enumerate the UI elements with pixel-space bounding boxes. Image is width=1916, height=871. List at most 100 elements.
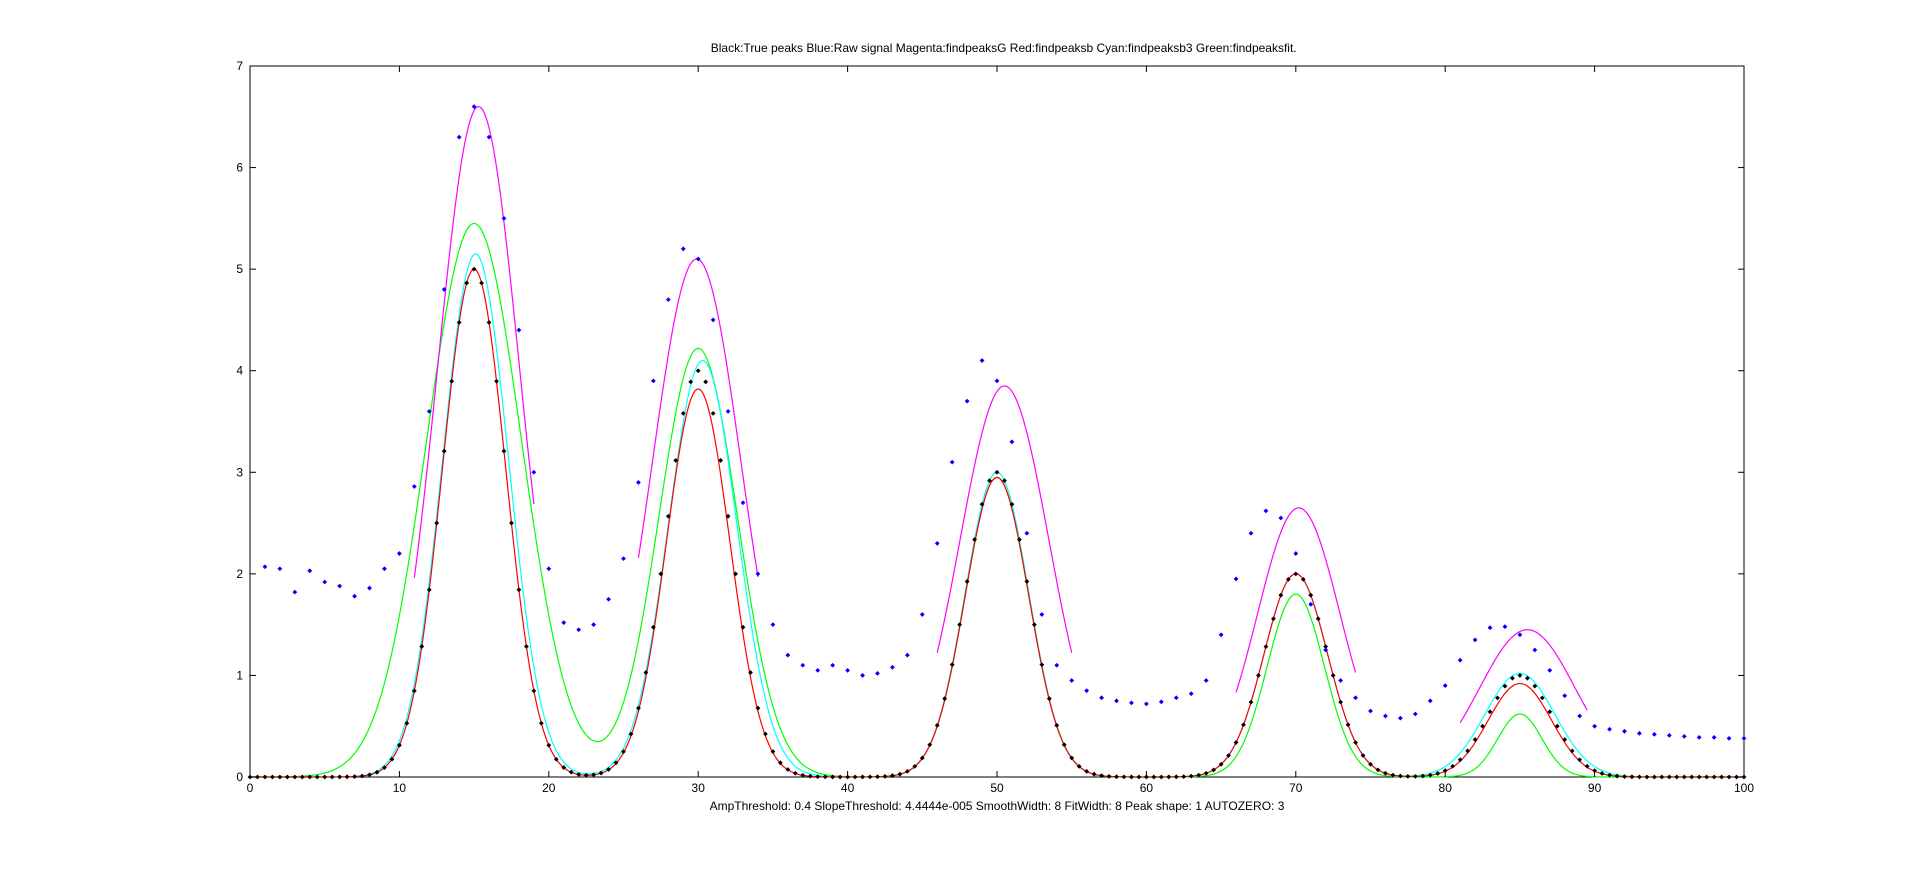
true-peak-point [441, 448, 447, 454]
x-tick-label: 30 [692, 781, 706, 795]
y-tick-label: 1 [236, 668, 243, 682]
raw-signal-point [650, 378, 656, 384]
true-peak-point [561, 765, 567, 770]
raw-signal-point [1039, 612, 1045, 617]
true-peak-point [1390, 772, 1396, 778]
x-tick-label: 100 [1734, 781, 1754, 795]
true-peak-point [576, 772, 582, 777]
true-peak-point [919, 755, 925, 761]
true-peak-point [897, 771, 903, 777]
true-peak-point [1734, 774, 1739, 780]
true-peak-point [1465, 748, 1471, 754]
raw-signal-point [1741, 736, 1747, 741]
true-peak-point [1256, 673, 1261, 678]
true-peak-point [1472, 737, 1478, 742]
true-peak-point [1017, 537, 1022, 542]
true-peak-point [979, 501, 985, 507]
true-peak-point [1069, 755, 1075, 761]
x-tick-label: 40 [841, 781, 855, 795]
true-peak-point [703, 379, 709, 385]
raw-signal-point [546, 566, 552, 572]
true-peak-point [374, 769, 380, 775]
raw-signal-point [994, 378, 1000, 384]
true-peak-point [1487, 709, 1493, 715]
findpeaksG-curve-1 [413, 106, 535, 578]
raw-signal-point [725, 408, 731, 414]
true-peak-point [1622, 774, 1627, 779]
y-tick-label: 4 [236, 364, 243, 378]
true-peak-point [1106, 774, 1112, 779]
true-peak-point [1637, 774, 1642, 780]
raw-signal-point [531, 469, 537, 475]
raw-signal-point [1726, 736, 1732, 741]
raw-signal-point [1024, 530, 1030, 536]
raw-signal-point [815, 667, 821, 673]
raw-signal-point [1233, 576, 1239, 582]
true-peak-point [1674, 774, 1680, 780]
true-peak-point [1397, 773, 1403, 779]
true-peak-point [1435, 771, 1441, 776]
x-tick-label: 90 [1588, 781, 1602, 795]
raw-signal-point [875, 670, 880, 676]
true-peak-point [957, 622, 963, 628]
true-peak-point [1689, 774, 1695, 780]
true-peak-point [1353, 740, 1358, 745]
true-peak-point [725, 513, 731, 519]
true-peak-point [837, 774, 843, 780]
true-peak-point [792, 770, 798, 776]
true-peak-point [1592, 768, 1597, 774]
raw-signal-point [1532, 647, 1538, 653]
true-peak-point [1173, 774, 1179, 780]
y-tick-label: 5 [236, 262, 243, 276]
x-tick-label: 10 [393, 781, 407, 795]
true-peak-point [1233, 740, 1239, 745]
y-tick-label: 6 [236, 161, 243, 175]
raw-signal-point [1607, 726, 1612, 732]
raw-signal-point [1293, 551, 1299, 556]
true-peak-point [695, 368, 701, 374]
raw-signal-point [561, 620, 567, 626]
true-peak-point [665, 513, 671, 519]
true-peak-point [1524, 675, 1530, 681]
raw-signal-point [964, 398, 970, 404]
true-peak-point [1659, 774, 1665, 780]
true-peak-point [1203, 770, 1209, 776]
true-peak-point [1009, 501, 1015, 507]
raw-signal-point [1383, 713, 1388, 719]
true-peak-point [337, 774, 343, 780]
true-peak-point [1031, 622, 1037, 628]
x-tick-label: 80 [1439, 781, 1453, 795]
raw-signal-point [1353, 695, 1358, 701]
true-peak-point [927, 742, 933, 748]
true-peak-point [299, 774, 305, 780]
true-peak-point [367, 772, 372, 778]
true-peak-point [882, 774, 888, 779]
true-peak-point [1046, 696, 1052, 702]
true-peak-point [1368, 761, 1373, 767]
raw-signal-point [680, 246, 686, 252]
true-peak-point [673, 458, 679, 463]
true-peak-point [1084, 768, 1090, 774]
raw-signal-point [949, 459, 955, 465]
raw-signal-point [606, 596, 611, 602]
true-peak-point [1532, 683, 1538, 689]
true-peak-point [389, 756, 395, 762]
true-peak-point [314, 774, 320, 780]
raw-signal-point [1681, 733, 1687, 739]
true-peak-point [1300, 577, 1306, 582]
true-peak-point [1211, 767, 1217, 773]
true-peak-point [1263, 644, 1269, 650]
true-peak-point [890, 773, 895, 779]
true-peak-point [1696, 774, 1702, 780]
true-peak-point [494, 378, 499, 384]
raw-signal-point [471, 104, 477, 110]
true-peak-point [1614, 773, 1620, 779]
true-peak-point [1121, 774, 1127, 780]
raw-signal-point [337, 583, 343, 589]
raw-signal-point [1637, 730, 1642, 736]
true-peak-point [1547, 709, 1553, 715]
true-peak-point [1248, 699, 1254, 705]
raw-signal-point [1427, 698, 1433, 704]
true-peak-point [419, 644, 425, 649]
true-peak-point [942, 696, 948, 702]
